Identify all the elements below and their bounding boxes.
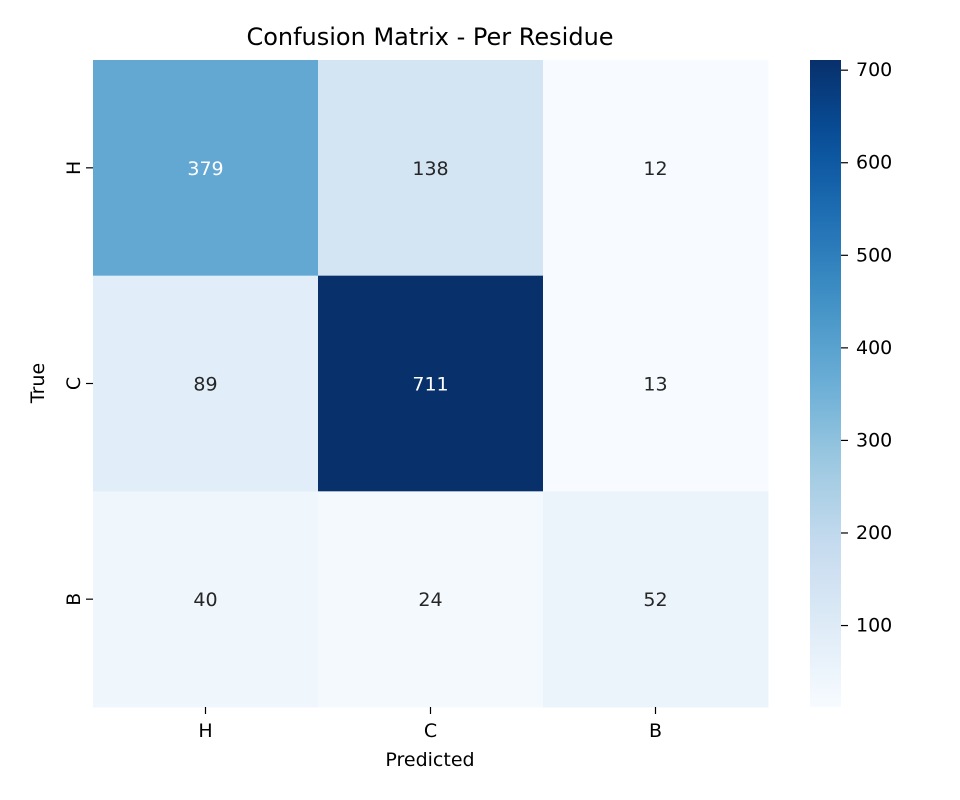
colorbar-tick-label-300: 300 (856, 429, 892, 451)
y-tick-label-H: H (63, 161, 85, 175)
cell-value-B-H: 40 (193, 589, 217, 611)
colorbar-tick-label-700: 700 (856, 59, 892, 81)
cell-value-B-C: 24 (418, 589, 442, 611)
colorbar-tick-label-400: 400 (856, 337, 892, 359)
y-axis: H C B (63, 161, 93, 606)
x-tick-label-C: C (424, 720, 437, 742)
colorbar-tick-label-500: 500 (856, 244, 892, 266)
heatmap-cell-H-H (93, 60, 319, 277)
heatmap-cell-B-C (318, 491, 544, 708)
y-tick-label-B: B (63, 593, 85, 606)
heatmap-cell-H-B (543, 60, 769, 277)
x-tick-label-B: B (649, 720, 662, 742)
cell-value-H-C: 138 (412, 158, 448, 180)
heatmap-grid (93, 60, 769, 708)
heatmap-cell-C-C (318, 275, 544, 492)
heatmap-cell-B-B (543, 491, 769, 708)
heatmap-cell-C-B (543, 275, 769, 492)
colorbar-tick-label-600: 600 (856, 152, 892, 174)
colorbar-tick-label-200: 200 (856, 522, 892, 544)
cell-value-C-C: 711 (412, 374, 448, 396)
y-tick-label-C: C (63, 377, 85, 390)
x-axis-label: Predicted (385, 749, 474, 771)
heatmap-cell-C-H (93, 275, 319, 492)
heatmap-cell-H-C (318, 60, 544, 277)
cell-annotations: 379 138 12 89 711 13 40 24 52 (187, 158, 667, 611)
heatmap-cell-B-H (93, 491, 319, 708)
colorbar-axis: 100 200 300 400 500 600 700 (841, 59, 892, 637)
cell-value-C-B: 13 (643, 374, 667, 396)
cell-value-H-H: 379 (187, 158, 223, 180)
chart-title: Confusion Matrix - Per Residue (246, 23, 613, 51)
cell-value-B-B: 52 (643, 589, 667, 611)
y-axis-label: True (27, 363, 49, 404)
colorbar-tick-label-100: 100 (856, 615, 892, 637)
cell-value-C-H: 89 (193, 374, 217, 396)
cell-value-H-B: 12 (643, 158, 667, 180)
x-tick-label-H: H (198, 720, 212, 742)
colorbar (810, 60, 841, 707)
